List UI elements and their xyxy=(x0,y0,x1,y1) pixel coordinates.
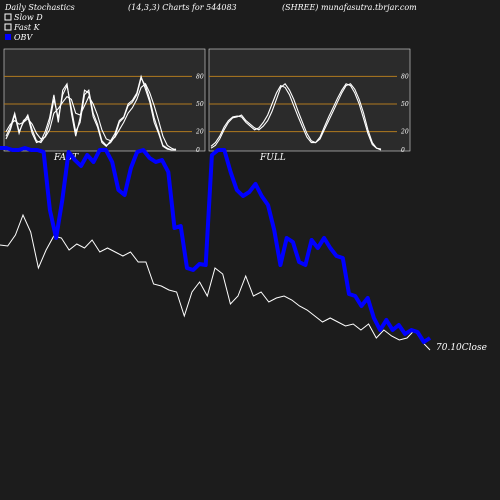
full-tick-label-1: 50 xyxy=(401,101,409,108)
full-tick-label-0: 80 xyxy=(401,73,409,80)
legend-label-fast-k: Fast K xyxy=(13,23,41,32)
full-panel-label: FULL xyxy=(259,153,286,163)
price-layer xyxy=(0,213,431,351)
fast-tick-label-3: 0 xyxy=(196,147,200,154)
legend-swatch-slow-d xyxy=(4,13,12,21)
legend: Slow D Fast K OBV xyxy=(4,13,43,42)
fast-stoch-line-1 xyxy=(5,82,177,151)
full-panel-frame xyxy=(208,48,411,152)
fast-stoch-line-0 xyxy=(5,76,176,151)
legend-swatch-obv xyxy=(5,34,11,40)
full-stoch-line-1 xyxy=(210,83,382,150)
full-tick-label-3: 0 xyxy=(401,147,405,154)
legend-label-obv: OBV xyxy=(14,33,33,42)
chart-params: (14,3,3) Charts for 544083 xyxy=(128,3,237,12)
fast-tick-label-2: 20 xyxy=(195,129,204,136)
full-tick-label-2: 20 xyxy=(400,129,409,136)
legend-label-slow-d: Slow D xyxy=(14,13,43,22)
fast-tick-label-1: 50 xyxy=(196,101,204,108)
obv-line xyxy=(0,146,432,344)
obv-layer xyxy=(0,146,432,344)
fast-stochastic-panel: 80 50 20 0 xyxy=(3,48,206,154)
legend-swatch-fast-k xyxy=(4,23,12,31)
chart-title: Daily Stochastics xyxy=(4,3,75,12)
close-annotation: 70.10Close xyxy=(436,343,487,353)
full-stochastic-panel: 80 50 20 0 xyxy=(208,48,411,154)
close-price-line xyxy=(0,213,431,351)
fast-tick-label-0: 80 xyxy=(196,73,204,80)
fast-stoch-line-2 xyxy=(5,74,177,151)
chart-symbol: (SHREE) munafasutra.tbrjar.com xyxy=(282,3,417,12)
